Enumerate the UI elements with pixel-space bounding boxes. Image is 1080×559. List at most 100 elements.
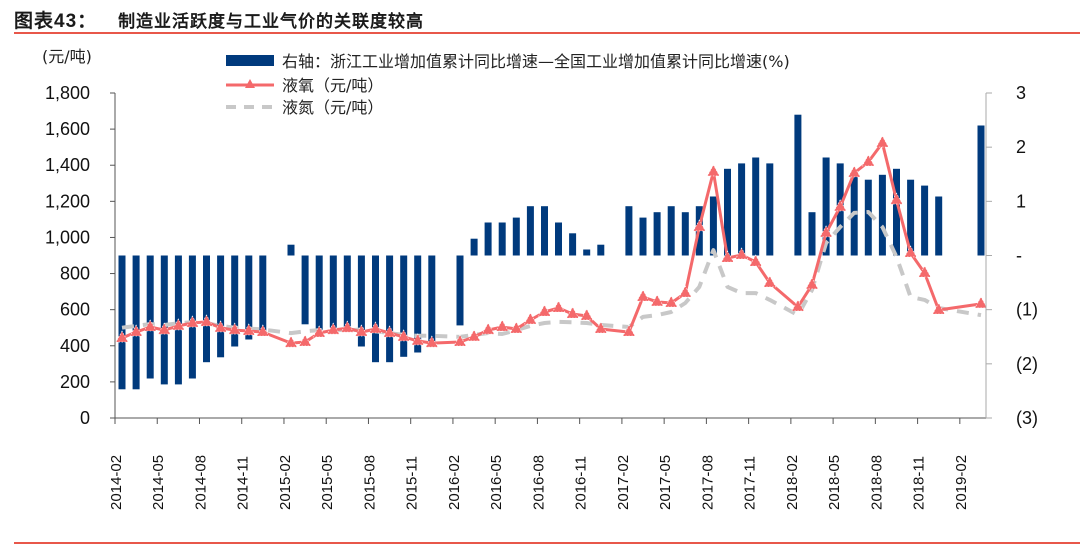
bar-2014-12: [259, 255, 267, 334]
left-tick-label: 1,200: [45, 191, 90, 211]
oxygen-point-2015-02: [284, 335, 298, 348]
bar-2018-02: [794, 114, 802, 256]
legend-label-oxygen: 液氧（元/吨）: [282, 76, 383, 95]
bar-2017-02: [625, 206, 633, 256]
x-tick-label: 2015-11: [404, 456, 421, 510]
bar-2017-09: [724, 168, 731, 256]
x-tick-label: 2017-02: [615, 455, 632, 510]
bar-2018-09: [893, 168, 900, 256]
bar-2018-10: [907, 179, 915, 256]
bar-2015-12: [428, 255, 436, 345]
bar-2016-02: [456, 255, 464, 326]
oxygen-point-2014-06: [171, 318, 185, 331]
bar-2017-11: [752, 157, 760, 256]
bar-2016-03: [470, 238, 478, 256]
right-tick-label: 3: [1016, 83, 1026, 103]
oxygen-point-2018-09: [889, 192, 903, 205]
x-tick-label: 2016-02: [446, 455, 463, 510]
oxygen-point-2016-02: [453, 334, 467, 347]
right-tick-label: (2): [1016, 354, 1038, 374]
x-tick-label: 2015-02: [277, 455, 294, 510]
x-tick-label: 2018-05: [826, 455, 843, 510]
bar-2016-04: [484, 222, 492, 256]
oxygen-point-2016-10: [566, 306, 580, 319]
oxygen-point-2016-07: [523, 312, 537, 325]
bar-2017-03: [639, 217, 647, 256]
oxygen-point-2015-11: [411, 333, 425, 346]
oxygen-point-2015-09: [383, 325, 397, 338]
left-axis-unit: (元/吨): [42, 47, 92, 66]
oxygen-point-2017-04: [650, 294, 664, 307]
legend: 右轴：浙江工业增加值累计同比增速—全国工业增加值累计同比增速(%) 液氧（元/吨…: [226, 52, 790, 117]
oxygen-point-2015-06: [340, 320, 354, 333]
bar-2014-10: [231, 255, 239, 347]
oxygen-point-2014-08: [200, 314, 214, 327]
oxygen-point-2017-05: [664, 295, 678, 308]
oxygen-point-2015-04: [312, 325, 326, 338]
left-tick-label: 400: [60, 336, 90, 356]
oxygen-point-2017-10: [735, 247, 749, 260]
figure-title-text: 制造业活跃度与工业气价的关联度较高: [118, 12, 425, 32]
x-tick-label: 2017-11: [742, 456, 759, 510]
x-tick-label: 2017-05: [657, 455, 674, 510]
right-tick-label: (3): [1016, 408, 1038, 428]
x-tick-label: 2015-08: [361, 455, 378, 510]
oxygen-point-2017-03: [636, 289, 650, 302]
x-tick-label: 2014-02: [108, 455, 125, 510]
oxygen-point-2018-03: [805, 277, 819, 290]
bar-2017-04: [653, 212, 661, 256]
bar-2016-09: [555, 222, 562, 256]
oxygen-point-2014-07: [185, 315, 199, 328]
oxygen-point-2015-10: [397, 329, 411, 342]
bar-2017-08: [709, 196, 717, 256]
bar-2016-05: [498, 222, 506, 256]
left-tick-label: 0: [80, 408, 90, 428]
oxygen-point-2017-11: [749, 254, 763, 267]
left-tick-label: 600: [60, 300, 90, 320]
bar-2015-06: [343, 255, 351, 328]
bar-2018-03: [808, 212, 816, 256]
right-tick-label: 2: [1016, 137, 1026, 157]
oxygen-point-2015-12: [425, 335, 439, 348]
bar-2015-09: [386, 255, 394, 363]
x-tick-label: 2018-08: [868, 455, 885, 510]
title-divider: [14, 32, 1080, 34]
left-tick-label: 800: [60, 264, 90, 284]
bar-series: [118, 114, 985, 390]
bar-2015-10: [400, 255, 408, 357]
oxygen-point-2019-03: [974, 296, 988, 309]
x-tick-label: 2019-02: [953, 455, 970, 510]
right-tick-label: (1): [1016, 300, 1038, 320]
oxygen-point-2015-05: [326, 322, 340, 335]
bar-2015-08: [372, 255, 379, 363]
oxygen-point-2014-09: [214, 320, 228, 333]
x-tick-label: 2014-08: [192, 455, 209, 510]
oxygen-point-2017-12: [763, 275, 777, 288]
oxygen-point-2014-10: [228, 322, 242, 335]
x-tick-label: 2016-11: [573, 456, 590, 510]
bar-2015-02: [287, 244, 295, 256]
oxygen-point-2018-06: [847, 165, 861, 178]
legend-marker-oxygen: [245, 79, 255, 88]
oxygen-point-2016-09: [552, 300, 566, 313]
oxygen-point-2018-05: [833, 199, 847, 212]
bar-2014-02: [118, 255, 126, 390]
oxygen-point-2015-07: [354, 324, 368, 337]
oxygen-point-2015-03: [298, 334, 312, 347]
left-tick-label: 200: [60, 372, 90, 392]
oxygen-point-2016-05: [495, 319, 509, 332]
bar-2018-08: [878, 174, 886, 256]
bar-2016-06: [512, 217, 520, 256]
bottom-divider: [14, 542, 1080, 544]
x-tick-label: 2015-05: [319, 455, 336, 510]
figure-title: 图表43： 制造业活跃度与工业气价的关联度较高: [14, 6, 424, 33]
bar-2015-04: [315, 255, 323, 330]
legend-label-bar: 右轴：浙江工业增加值累计同比增速—全国工业增加值累计同比增速(%): [282, 52, 790, 71]
x-tick-label: 2014-11: [235, 456, 252, 510]
bar-2015-07: [357, 255, 365, 347]
oxygen-point-2018-02: [791, 299, 805, 312]
oxygen-point-2014-04: [143, 319, 157, 332]
oxygen-point-2015-08: [368, 321, 382, 334]
x-tick-label: 2018-11: [911, 456, 928, 510]
